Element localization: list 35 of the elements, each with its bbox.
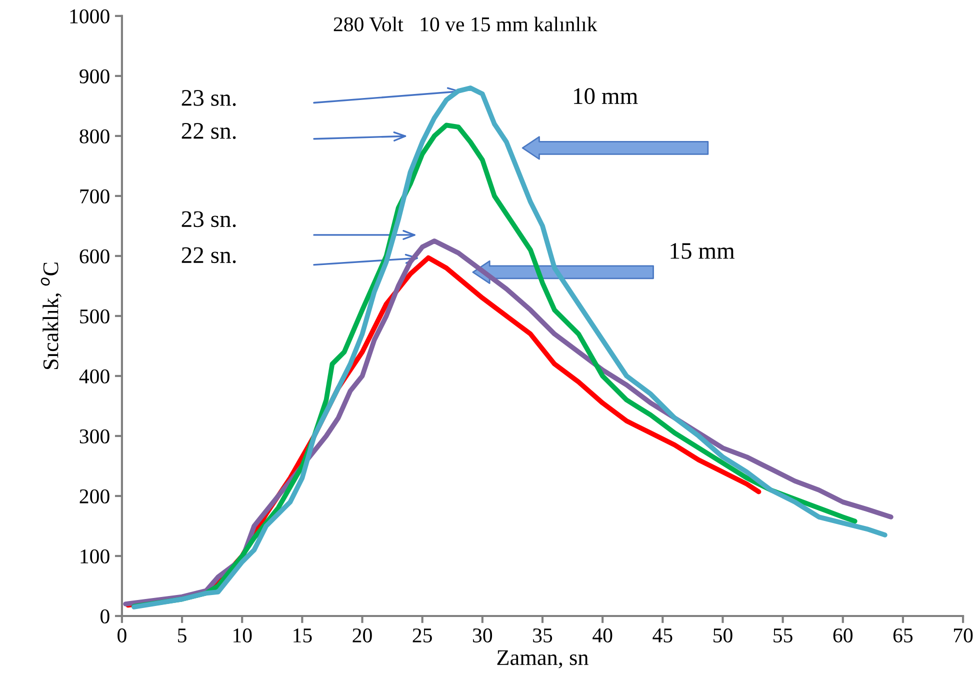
x-tick-label: 60 [833,628,853,642]
x-tick-label: 55 [774,628,792,642]
chart-title: 280 Volt 10 ve 15 mm kalınlık [334,16,598,32]
annotation: 23 sn. [182,211,236,228]
x-tick-label: 20 [352,628,372,642]
annotation: 22 sn. [182,247,236,264]
x-tick-label: 35 [533,628,552,642]
annotation: 23 sn. [182,90,236,106]
y-tick-label: 700 [80,189,110,204]
x-tick-label: 70 [954,628,973,642]
x-tick-label: 40 [592,628,612,642]
y-tick-label: 500 [80,309,110,324]
y-tick-label: 100 [80,549,110,564]
x-axis-title: Zaman, sn [497,650,588,668]
y-tick-label: 800 [80,129,110,144]
x-tick-label: 45 [652,628,672,642]
y-tick-label: 200 [80,489,110,504]
x-tick-label: 5 [178,628,186,642]
y-tick-label: 900 [80,69,110,84]
y-tick-label: 0 [100,609,110,624]
x-tick-label: 25 [412,628,432,642]
x-tick-label: 65 [893,628,913,642]
y-tick-label: 400 [79,369,110,384]
y-tick-label: 1000 [70,9,110,24]
annotation: 10 mm [574,88,638,104]
x-tick-label: 0 [118,628,126,642]
y-tick-label: 300 [80,429,110,444]
x-tick-label: 10 [234,628,252,642]
x-tick-label: 30 [473,628,492,642]
x-tick-label: 15 [294,628,312,642]
y-tick-label: 600 [80,249,110,264]
x-tick-label: 50 [714,628,732,642]
annotation: 22 sn. [182,123,236,139]
y-axis-title: Sıcaklık, $^{o}$C [40,262,62,370]
annotation: 15 mm [670,243,735,259]
